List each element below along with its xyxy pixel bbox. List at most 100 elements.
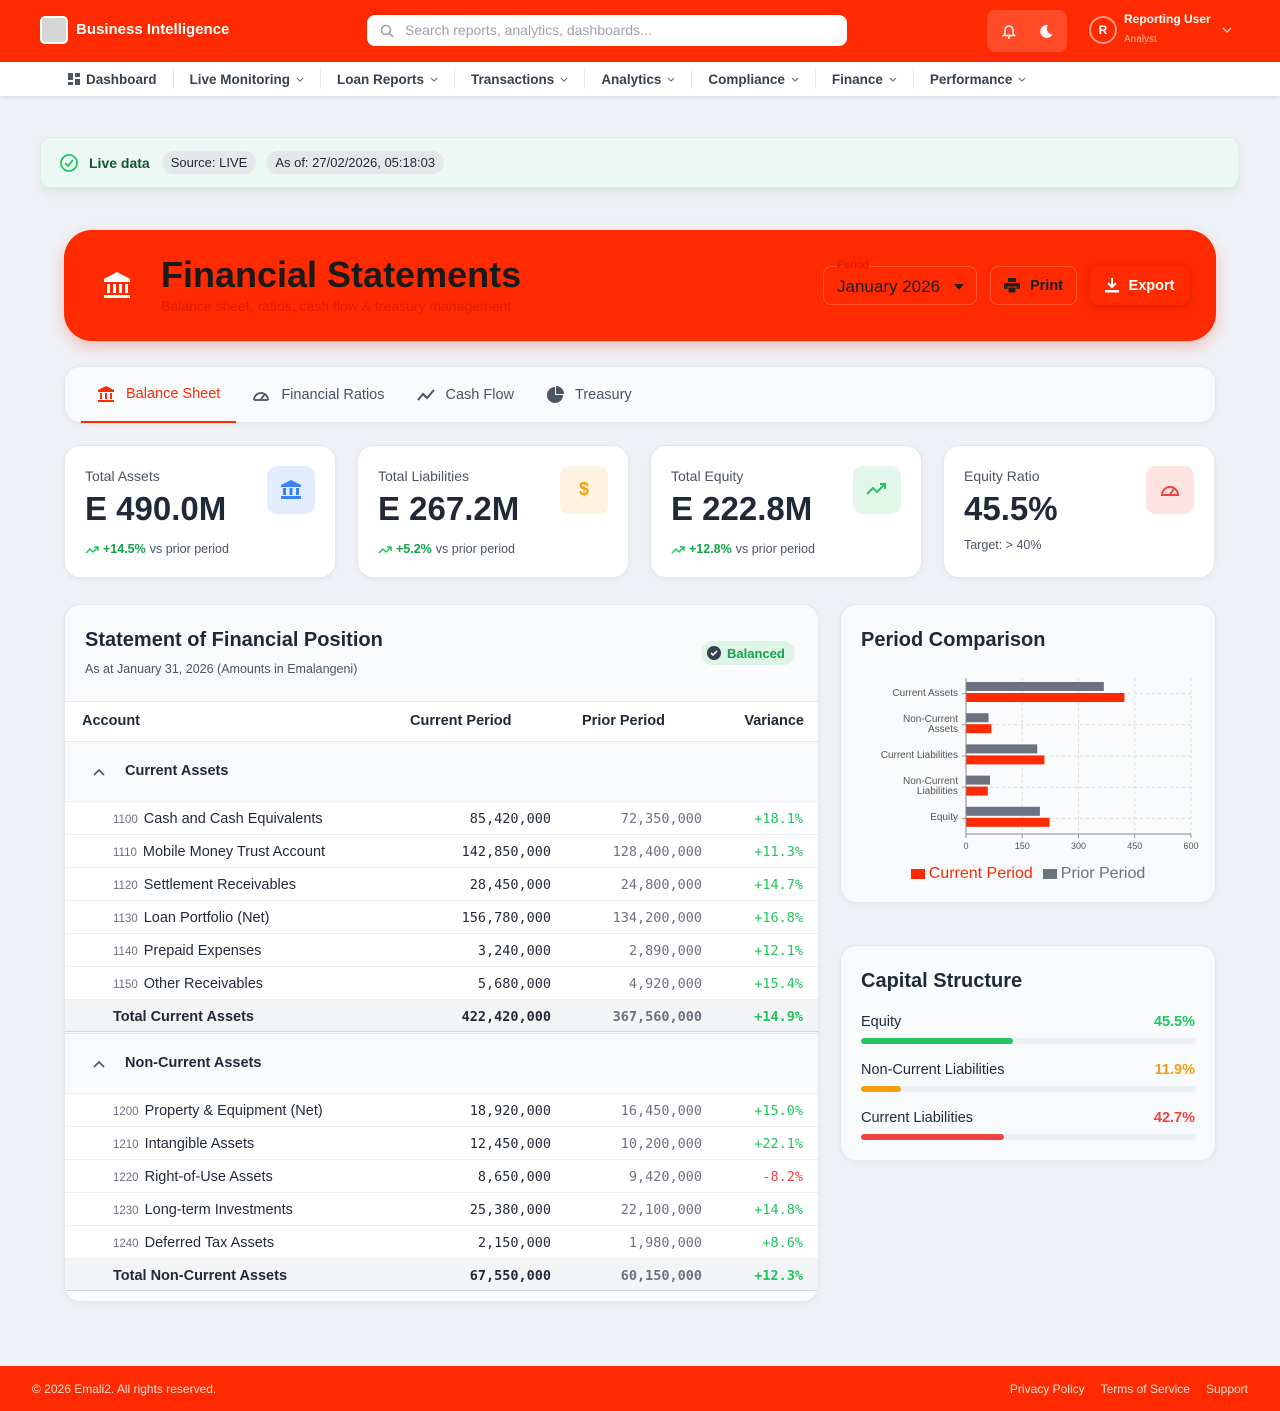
icon [671,545,685,554]
prior-value: 128,400,000 [612,844,702,860]
variance: +16.8% [754,910,803,926]
nav-item[interactable]: Transactions [455,69,586,89]
print-button[interactable]: Print [990,266,1077,305]
nav-label: Compliance [708,71,785,87]
account-name: Mobile Money Trust Account [142,844,326,860]
account-cell: 1220 Right-of-Use Assets [113,1169,273,1185]
prior-value: 134,200,000 [612,910,702,926]
capital-bar [861,1038,1014,1044]
tab[interactable]: Treasury [530,367,648,423]
period-select[interactable]: Period January 2026 [823,259,977,305]
icon [791,77,799,82]
legend-swatch [1042,869,1057,879]
total-label: Total Non-Current Assets [113,1268,288,1284]
prior-value: 4,920,000 [628,976,702,992]
account-name: Right-of-Use Assets [144,1169,273,1185]
current-value: 18,920,000 [469,1103,551,1119]
search-placeholder: Search reports, analytics, dashboards... [405,22,652,38]
nav-label: Loan Reports [337,71,425,87]
nav-item[interactable]: Performance [914,69,1043,89]
column-header: Current Period [410,713,512,729]
kpi-footer: +5.2% vs prior period [378,542,515,556]
period-caret [954,284,964,290]
capital-bar [861,1134,1005,1140]
x-tick-label: 450 [1127,841,1142,851]
legend-item[interactable]: Current Period [910,865,1033,883]
legend-item[interactable]: Prior Period [1042,865,1146,883]
bar [966,786,988,796]
kpi-note: vs prior period [149,542,229,556]
statement-subtitle: As at January 31, 2026 (Amounts in Emala… [85,662,358,676]
variance: +11.3% [754,844,803,860]
account-code: 1130 [113,913,138,925]
print-icon [1003,278,1020,293]
x-tick-label: 0 [963,841,968,851]
icon[interactable] [93,1060,105,1069]
kpi-card: Total Assets E 490.0M +14.5% vs prior perio… [64,445,336,578]
x-tick-label: 300 [1071,841,1086,851]
total-row: Total Current Assets 422,420,000 367,560,0… [65,999,818,1032]
badge-label: Balanced [727,645,785,661]
capital-track [861,1134,1196,1140]
nav-item[interactable]: Loan Reports [321,69,456,89]
capital-structure-card: Capital Structure Equity 45.5% Non-Current… [840,945,1216,1161]
prior-value: 1,980,000 [628,1235,702,1251]
tab[interactable]: Financial Ratios [236,367,400,423]
y-tick-label: Current Liabilities [880,750,958,761]
prior-value: 22,100,000 [620,1202,702,1218]
icon [85,545,99,554]
current-value: 25,380,000 [469,1202,551,1218]
kpi-icon [1146,466,1194,514]
icon [1019,77,1026,82]
avatar[interactable]: R [1089,16,1117,44]
search-box[interactable]: Search reports, analytics, dashboards... [367,15,847,46]
kpi-icon [267,466,315,514]
nav-label: Analytics [601,71,662,87]
bell-button[interactable] [1001,23,1017,39]
kpi-card: Equity Ratio 45.5% Target: > 40% [943,445,1215,578]
icon[interactable] [93,768,105,777]
export-icon [1104,278,1119,293]
nav-item[interactable]: Live Monitoring [174,69,322,89]
capital-label: Equity [861,1014,902,1030]
nav-item[interactable]: Compliance [692,69,816,89]
variance: -8.2% [762,1169,803,1185]
icon [667,77,675,82]
nav-item[interactable]: Dashboard [52,69,174,89]
bar [966,724,992,734]
bar [966,775,990,785]
print-label: Print [1029,277,1064,294]
legend: Current Period Prior Period [841,865,1215,883]
tab[interactable]: Balance Sheet [81,367,237,423]
kpi-label: Total Liabilities [378,468,470,484]
bar [966,755,1045,765]
export-button[interactable]: Export [1090,266,1189,305]
footer-link[interactable]: Terms of Service [1100,1382,1190,1396]
footer-link[interactable]: Privacy Policy [1009,1382,1085,1396]
theme-button[interactable] [1038,23,1054,39]
nav-item[interactable]: Finance [816,69,914,89]
user-caret[interactable] [1222,27,1232,33]
y-tick-label: Equity [930,812,958,824]
column-header: Prior Period [582,713,665,729]
legend-label: Prior Period [1060,865,1146,882]
column-header: Variance [744,713,804,729]
total-prior: 367,560,000 [612,1009,702,1025]
variance: +12.1% [754,943,803,959]
icon [98,386,114,402]
legend-label: Current Period [928,865,1033,882]
account-name: Property & Equipment (Net) [144,1103,323,1119]
variance: +14.7% [754,877,803,893]
chart: 0 150 300 450 600 [962,678,1199,851]
variance: +22.1% [754,1136,803,1152]
tab[interactable]: Cash Flow [401,367,531,423]
nav-label: Dashboard [86,71,157,87]
footer-link[interactable]: Support [1205,1382,1248,1396]
nav-item[interactable]: Analytics [585,69,693,89]
table-row: 1230 Long-term Investments 25,380,000 22,10… [65,1192,818,1225]
total-row: Total Non-Current Assets 67,550,000 60,150… [65,1258,818,1291]
table-row: 1200 Property & Equipment (Net) 18,920,000… [65,1093,818,1126]
table-row: 1240 Deferred Tax Assets 2,150,000 1,980,00… [65,1225,818,1258]
hero-subtitle: Balance sheet, ratios, cash flow & treas… [161,298,512,314]
